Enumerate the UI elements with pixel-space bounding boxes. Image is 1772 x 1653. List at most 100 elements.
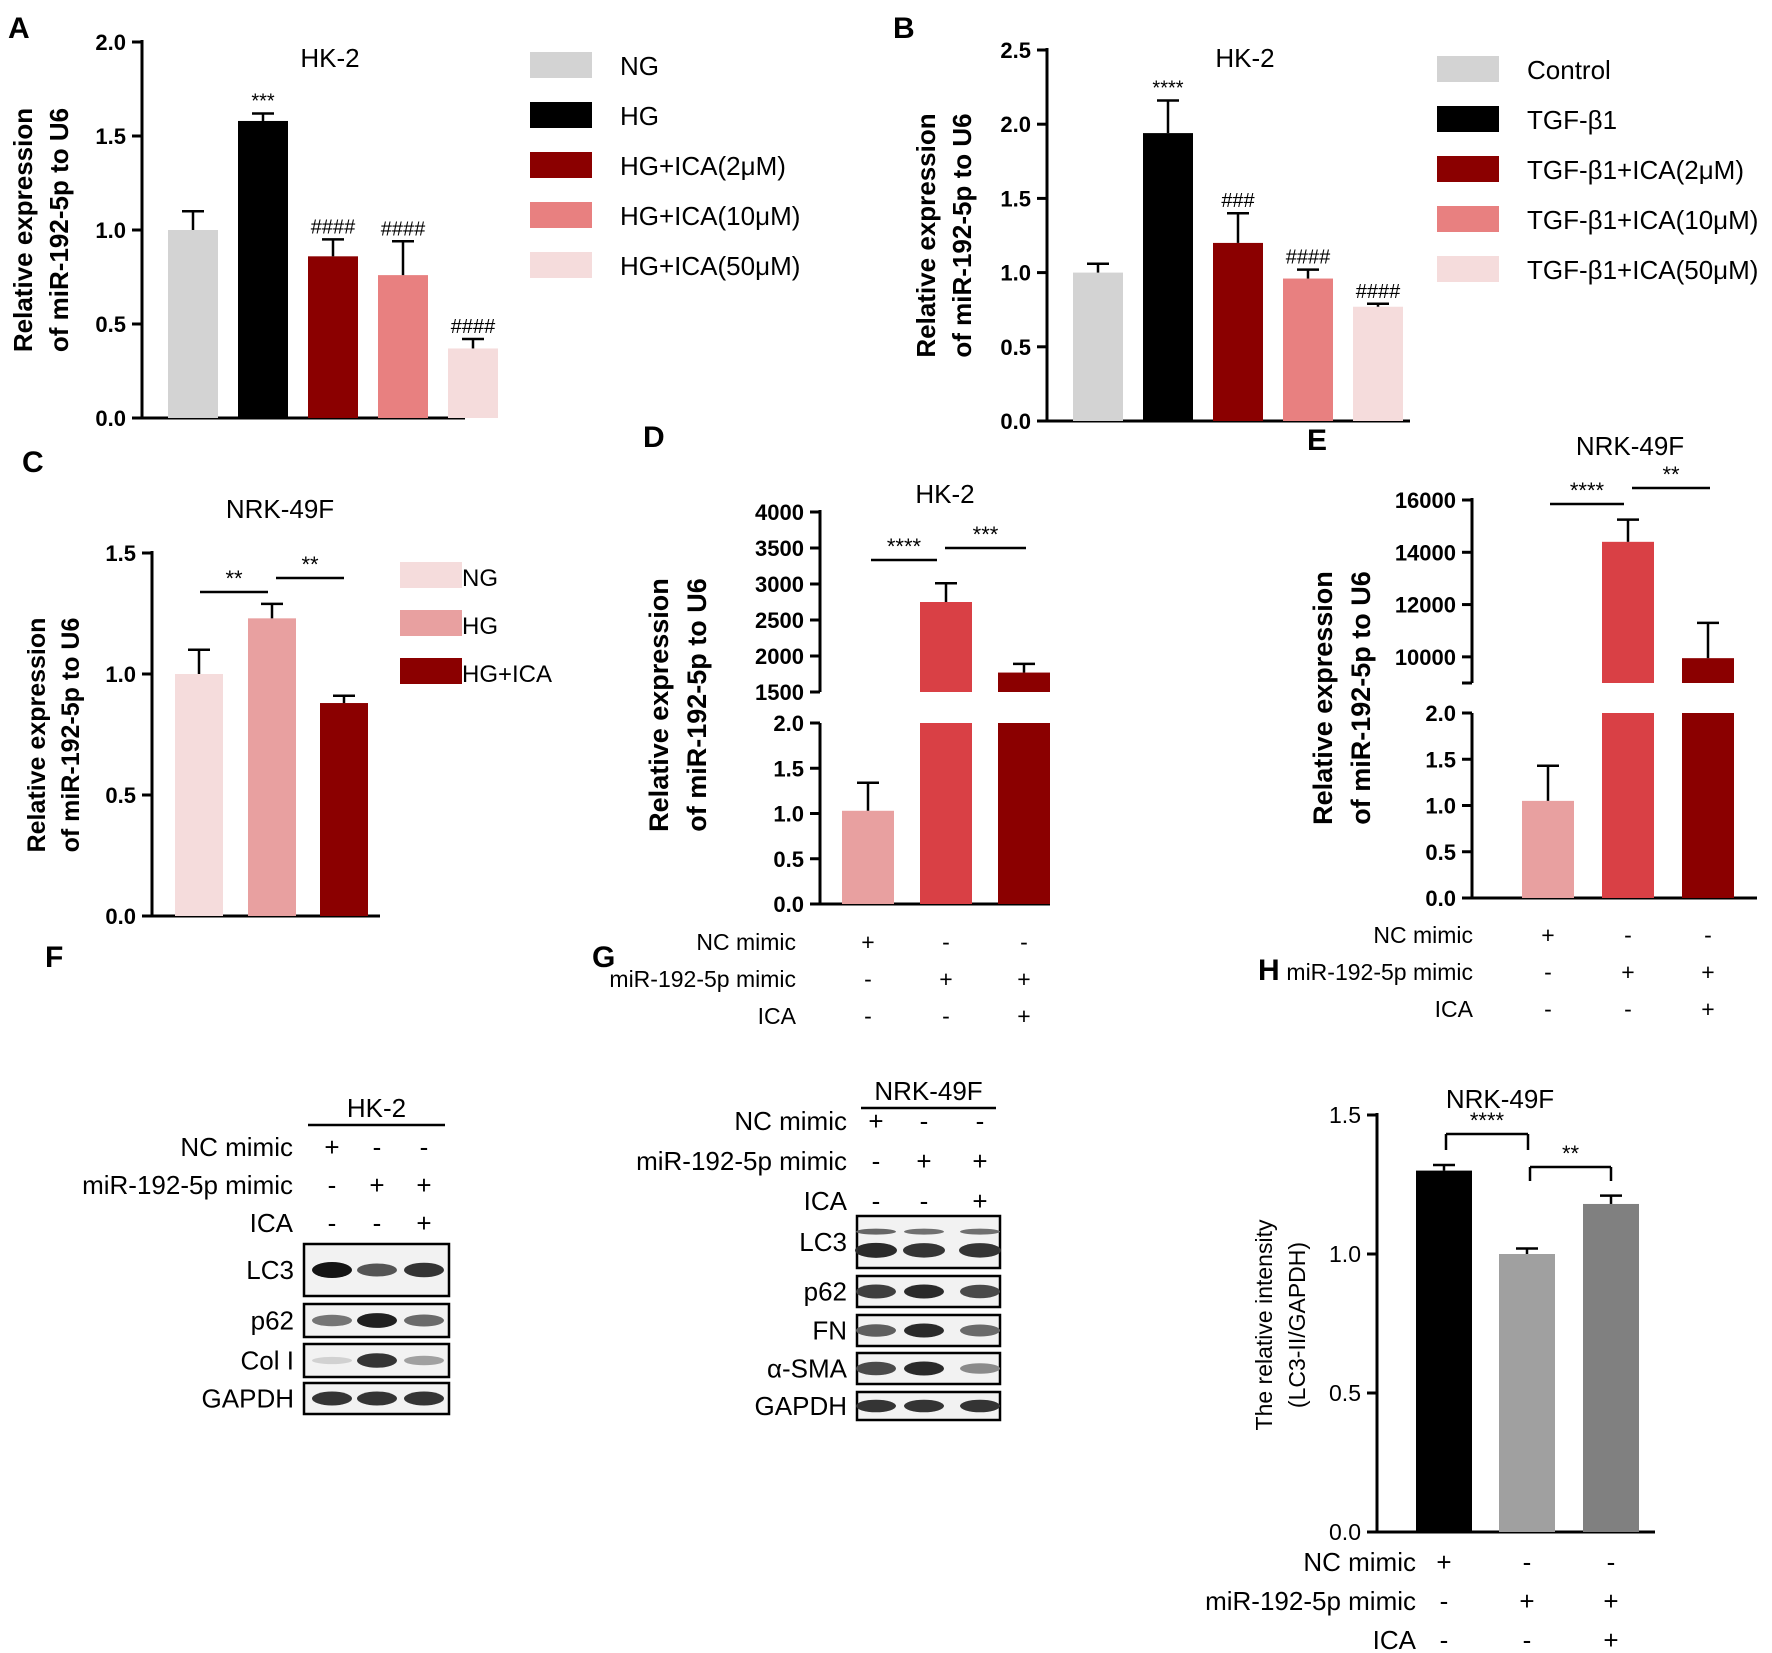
condition-label: miR-192-5p mimic xyxy=(1205,1586,1416,1616)
condition-sign: - xyxy=(1523,1547,1532,1577)
y-axis-label: Relative expression xyxy=(23,618,51,853)
blot-panel xyxy=(855,1214,1002,1270)
data-label: #### xyxy=(311,216,356,238)
y-tick-label: 1.0 xyxy=(95,218,126,243)
y-tick-label: 0.5 xyxy=(1000,335,1031,360)
condition-label: miR-192-5p mimic xyxy=(1286,959,1473,985)
blot-band xyxy=(856,1361,896,1376)
y-tick-label: 1500 xyxy=(755,680,804,705)
y-tick-label: 1.5 xyxy=(1425,747,1456,772)
y-tick-label: 0.0 xyxy=(1000,409,1031,434)
y-tick-label: 0.5 xyxy=(1425,840,1456,865)
blot-band xyxy=(856,1284,896,1299)
blot-band xyxy=(960,1363,1000,1374)
chart-a: HK-2 Relative expression of miR-192-5p to … xyxy=(8,30,800,431)
condition-sign: - xyxy=(976,1106,985,1136)
bar xyxy=(998,672,1050,692)
legend-swatch xyxy=(1437,156,1499,182)
chart-h: NRK-49F The relative intensity (LC3-II/GAP… xyxy=(1205,1084,1655,1653)
y-axis-label: Relative expression xyxy=(1308,571,1338,825)
panel-letter-f: F xyxy=(45,941,63,974)
blot-band xyxy=(904,1361,944,1376)
y-tick-label: 2.0 xyxy=(773,711,804,736)
bar xyxy=(1143,133,1193,421)
y-tick-label: 1.0 xyxy=(773,802,804,827)
condition-label: ICA xyxy=(804,1186,848,1216)
y-tick-label: 12000 xyxy=(1395,593,1456,618)
bar xyxy=(308,256,358,418)
condition-label: miR-192-5p mimic xyxy=(636,1146,847,1176)
legend-swatch xyxy=(530,152,592,178)
y-tick-label: 10000 xyxy=(1395,645,1456,670)
y-tick-label: 0.0 xyxy=(95,406,126,431)
chart-e: NRK-49F Relative expression of miR-192-5p … xyxy=(1286,431,1757,1022)
bar xyxy=(1416,1170,1472,1532)
y-tick-label: 2.0 xyxy=(1425,701,1456,726)
bar xyxy=(238,120,288,419)
legend-swatch xyxy=(400,562,462,588)
y-tick-label: 2500 xyxy=(755,608,804,633)
chart-title: NRK-49F xyxy=(1446,1084,1554,1114)
legend-swatch xyxy=(400,610,462,636)
y-tick-label: 4000 xyxy=(755,500,804,525)
bar xyxy=(1583,1203,1639,1532)
y-tick-label: 1.5 xyxy=(95,124,126,149)
blot-band xyxy=(904,1228,944,1235)
blot-band xyxy=(856,1324,896,1337)
y-tick-label: 1.5 xyxy=(1329,1102,1361,1128)
y-tick-label: 1.0 xyxy=(105,662,136,687)
significance-label: ** xyxy=(301,552,319,577)
panel-letter-h: H xyxy=(1258,954,1280,987)
y-tick-label: 14000 xyxy=(1395,540,1456,565)
legend-swatch xyxy=(530,102,592,128)
blot-band xyxy=(903,1243,945,1258)
condition-sign: - xyxy=(872,1186,881,1216)
bar xyxy=(378,275,428,418)
bar xyxy=(1283,278,1333,421)
condition-sign: + xyxy=(1701,959,1714,985)
data-label: **** xyxy=(1152,77,1183,99)
blot-band xyxy=(404,1262,444,1278)
data-label: #### xyxy=(1356,281,1401,303)
panel-letter-e: E xyxy=(1307,424,1327,457)
legend-entry: NG xyxy=(620,51,659,81)
condition-sign: + xyxy=(1017,1003,1030,1029)
blot-band xyxy=(960,1284,1000,1299)
bar xyxy=(998,723,1050,904)
condition-sign: + xyxy=(972,1146,987,1176)
condition-sign: - xyxy=(864,966,872,992)
legend-entry: HG xyxy=(620,101,659,131)
y-axis-label: Relative expression xyxy=(8,108,38,352)
condition-sign: - xyxy=(1624,922,1632,948)
y-tick-label: 1.0 xyxy=(1329,1241,1361,1267)
legend-entry: HG+ICA(10μM) xyxy=(620,201,800,231)
blot-band xyxy=(357,1353,397,1368)
condition-sign: + xyxy=(1603,1586,1618,1616)
y-tick-label: 0.5 xyxy=(773,847,804,872)
condition-label: NC mimic xyxy=(1303,1547,1416,1577)
condition-sign: + xyxy=(868,1106,883,1136)
chart-title: HK-2 xyxy=(915,479,974,509)
y-tick-label: 0.5 xyxy=(95,312,126,337)
significance-label: ** xyxy=(1662,462,1680,487)
legend-swatch xyxy=(400,658,462,684)
y-tick-label: 0.0 xyxy=(773,892,804,917)
blot-band xyxy=(856,1228,896,1235)
chart-title: NRK-49F xyxy=(226,494,334,524)
condition-sign: - xyxy=(872,1146,881,1176)
y-tick-label: 1.5 xyxy=(105,541,136,566)
condition-sign: - xyxy=(942,1003,950,1029)
panel-letter-g: G xyxy=(592,941,615,974)
y-tick-label: 0.0 xyxy=(105,904,136,929)
condition-sign: - xyxy=(942,929,950,955)
y-tick-label: 3500 xyxy=(755,536,804,561)
data-label: #### xyxy=(451,316,496,338)
condition-sign: - xyxy=(1523,1625,1532,1653)
condition-sign: + xyxy=(939,966,952,992)
condition-sign: + xyxy=(324,1132,339,1162)
condition-sign: - xyxy=(328,1208,337,1238)
condition-sign: + xyxy=(416,1170,431,1200)
significance-label: **** xyxy=(1470,1108,1505,1133)
condition-label: ICA xyxy=(1373,1625,1417,1653)
condition-sign: + xyxy=(916,1146,931,1176)
